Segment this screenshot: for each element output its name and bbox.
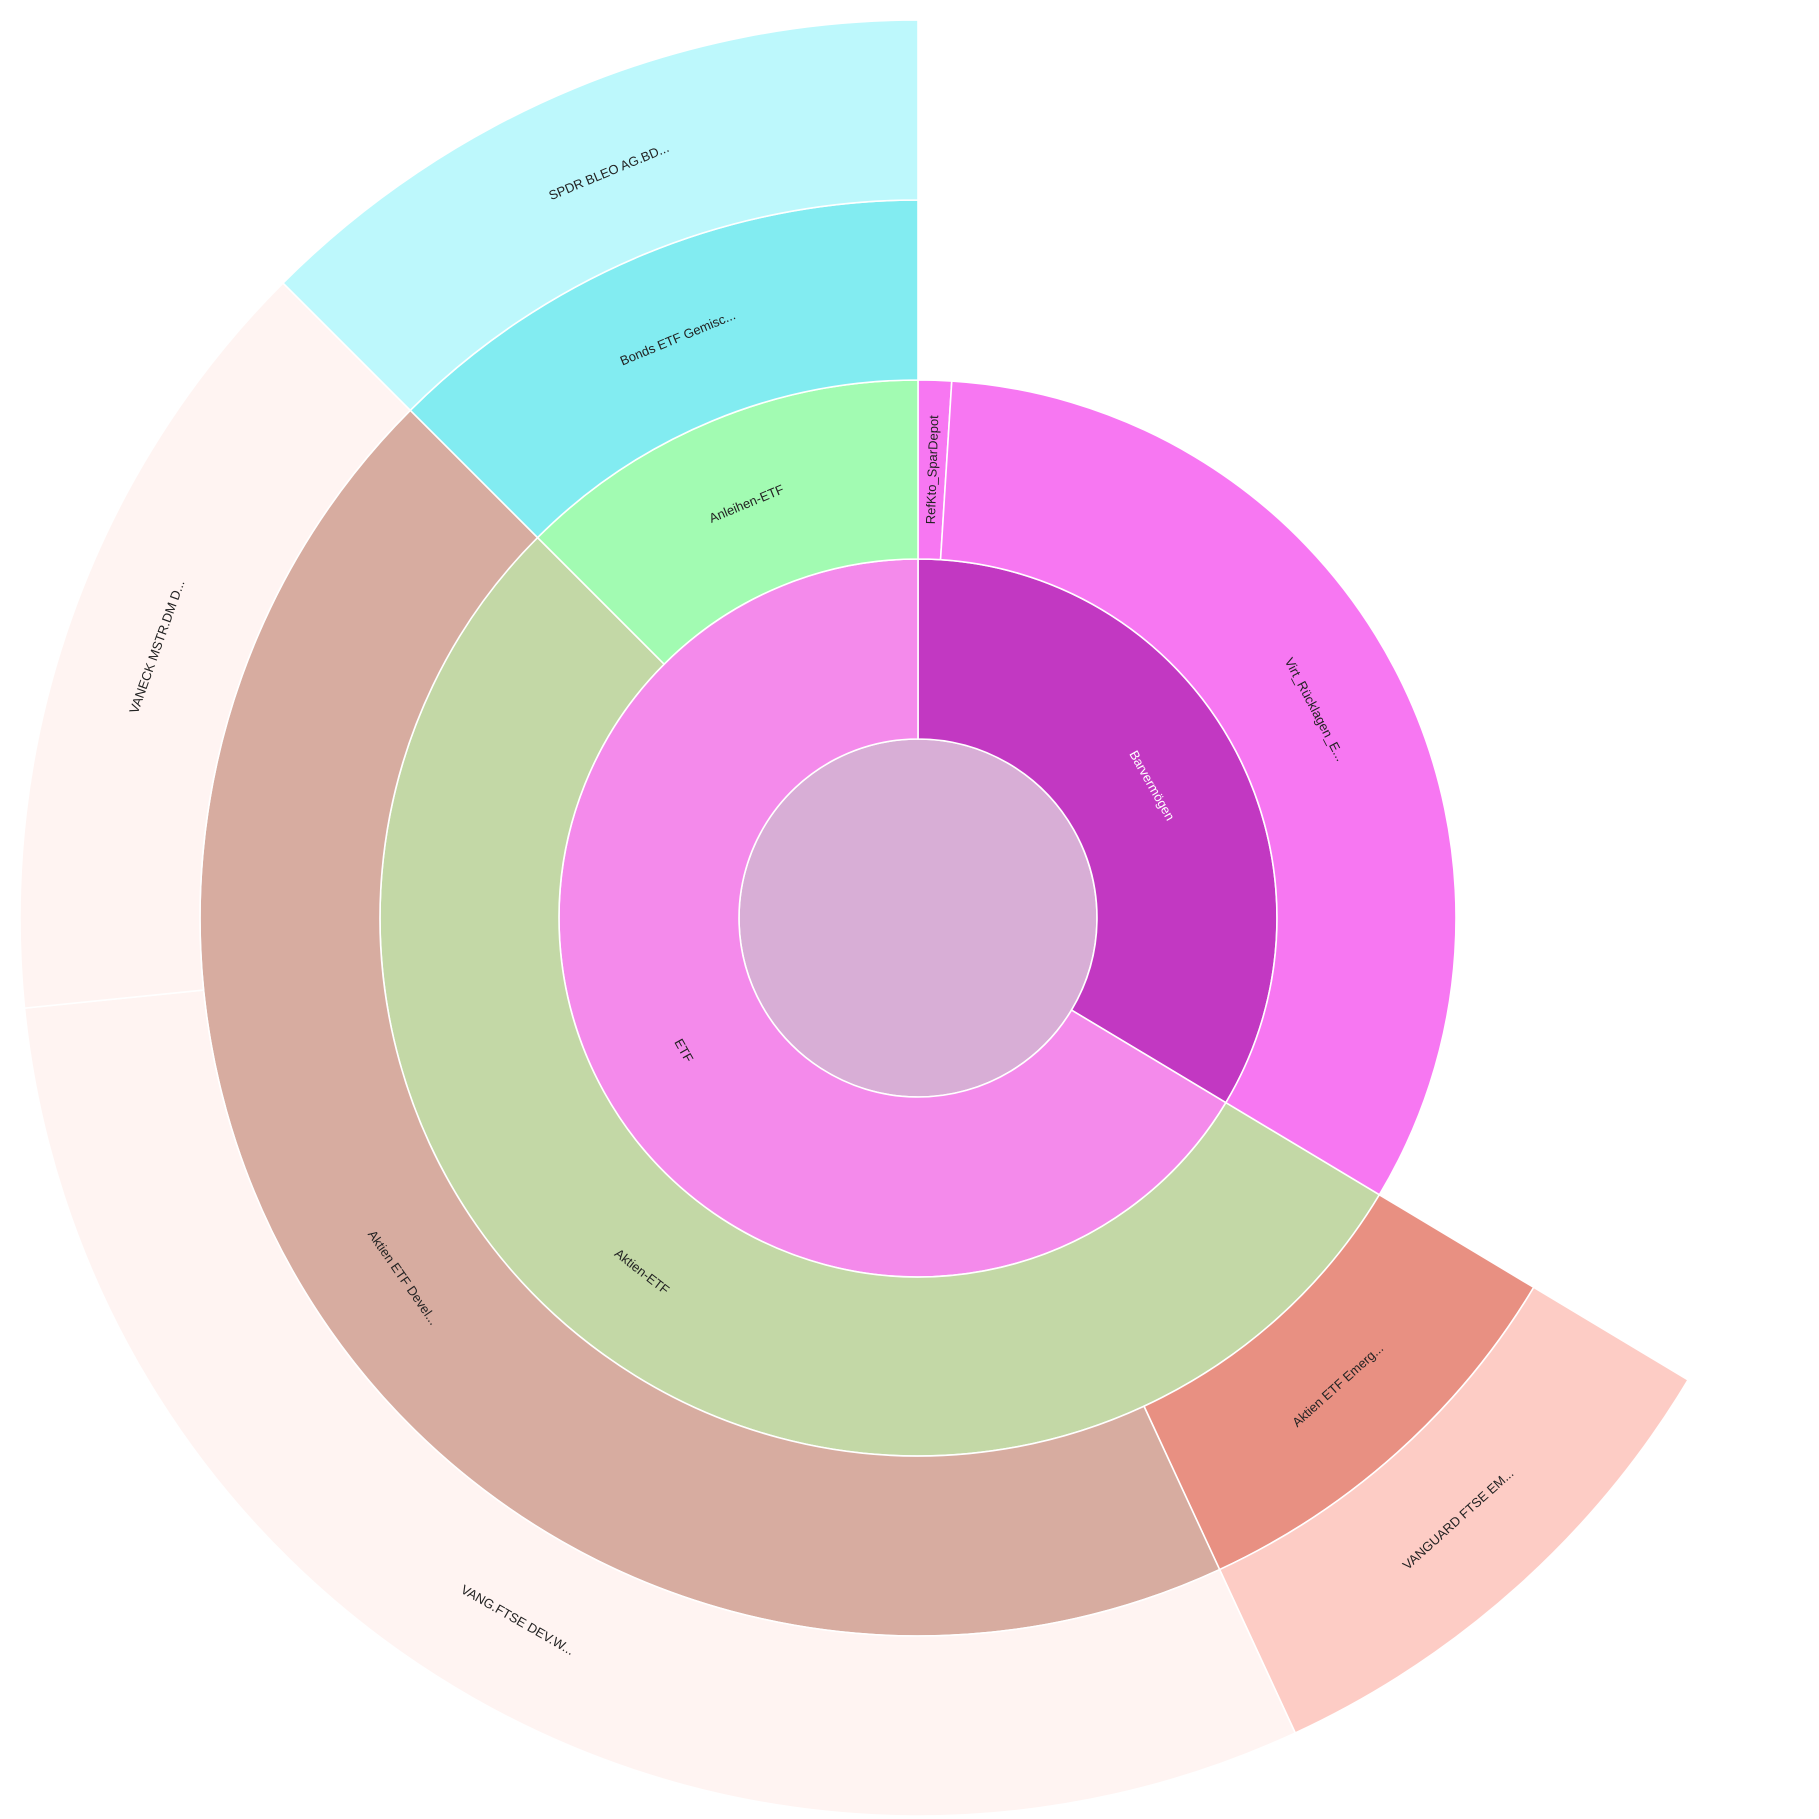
segment-vang-ftse-dev-w[interactable] <box>23 989 1297 1817</box>
segment-spdr-bleo-ag-bd[interactable] <box>281 19 919 412</box>
segment-virt-r-cklagen-e[interactable] <box>939 380 1457 1196</box>
segments-layer <box>19 19 1690 1817</box>
label-refkto-spardepot: RefKto_SparDepot <box>923 415 941 525</box>
sunburst-root <box>738 738 1098 1098</box>
